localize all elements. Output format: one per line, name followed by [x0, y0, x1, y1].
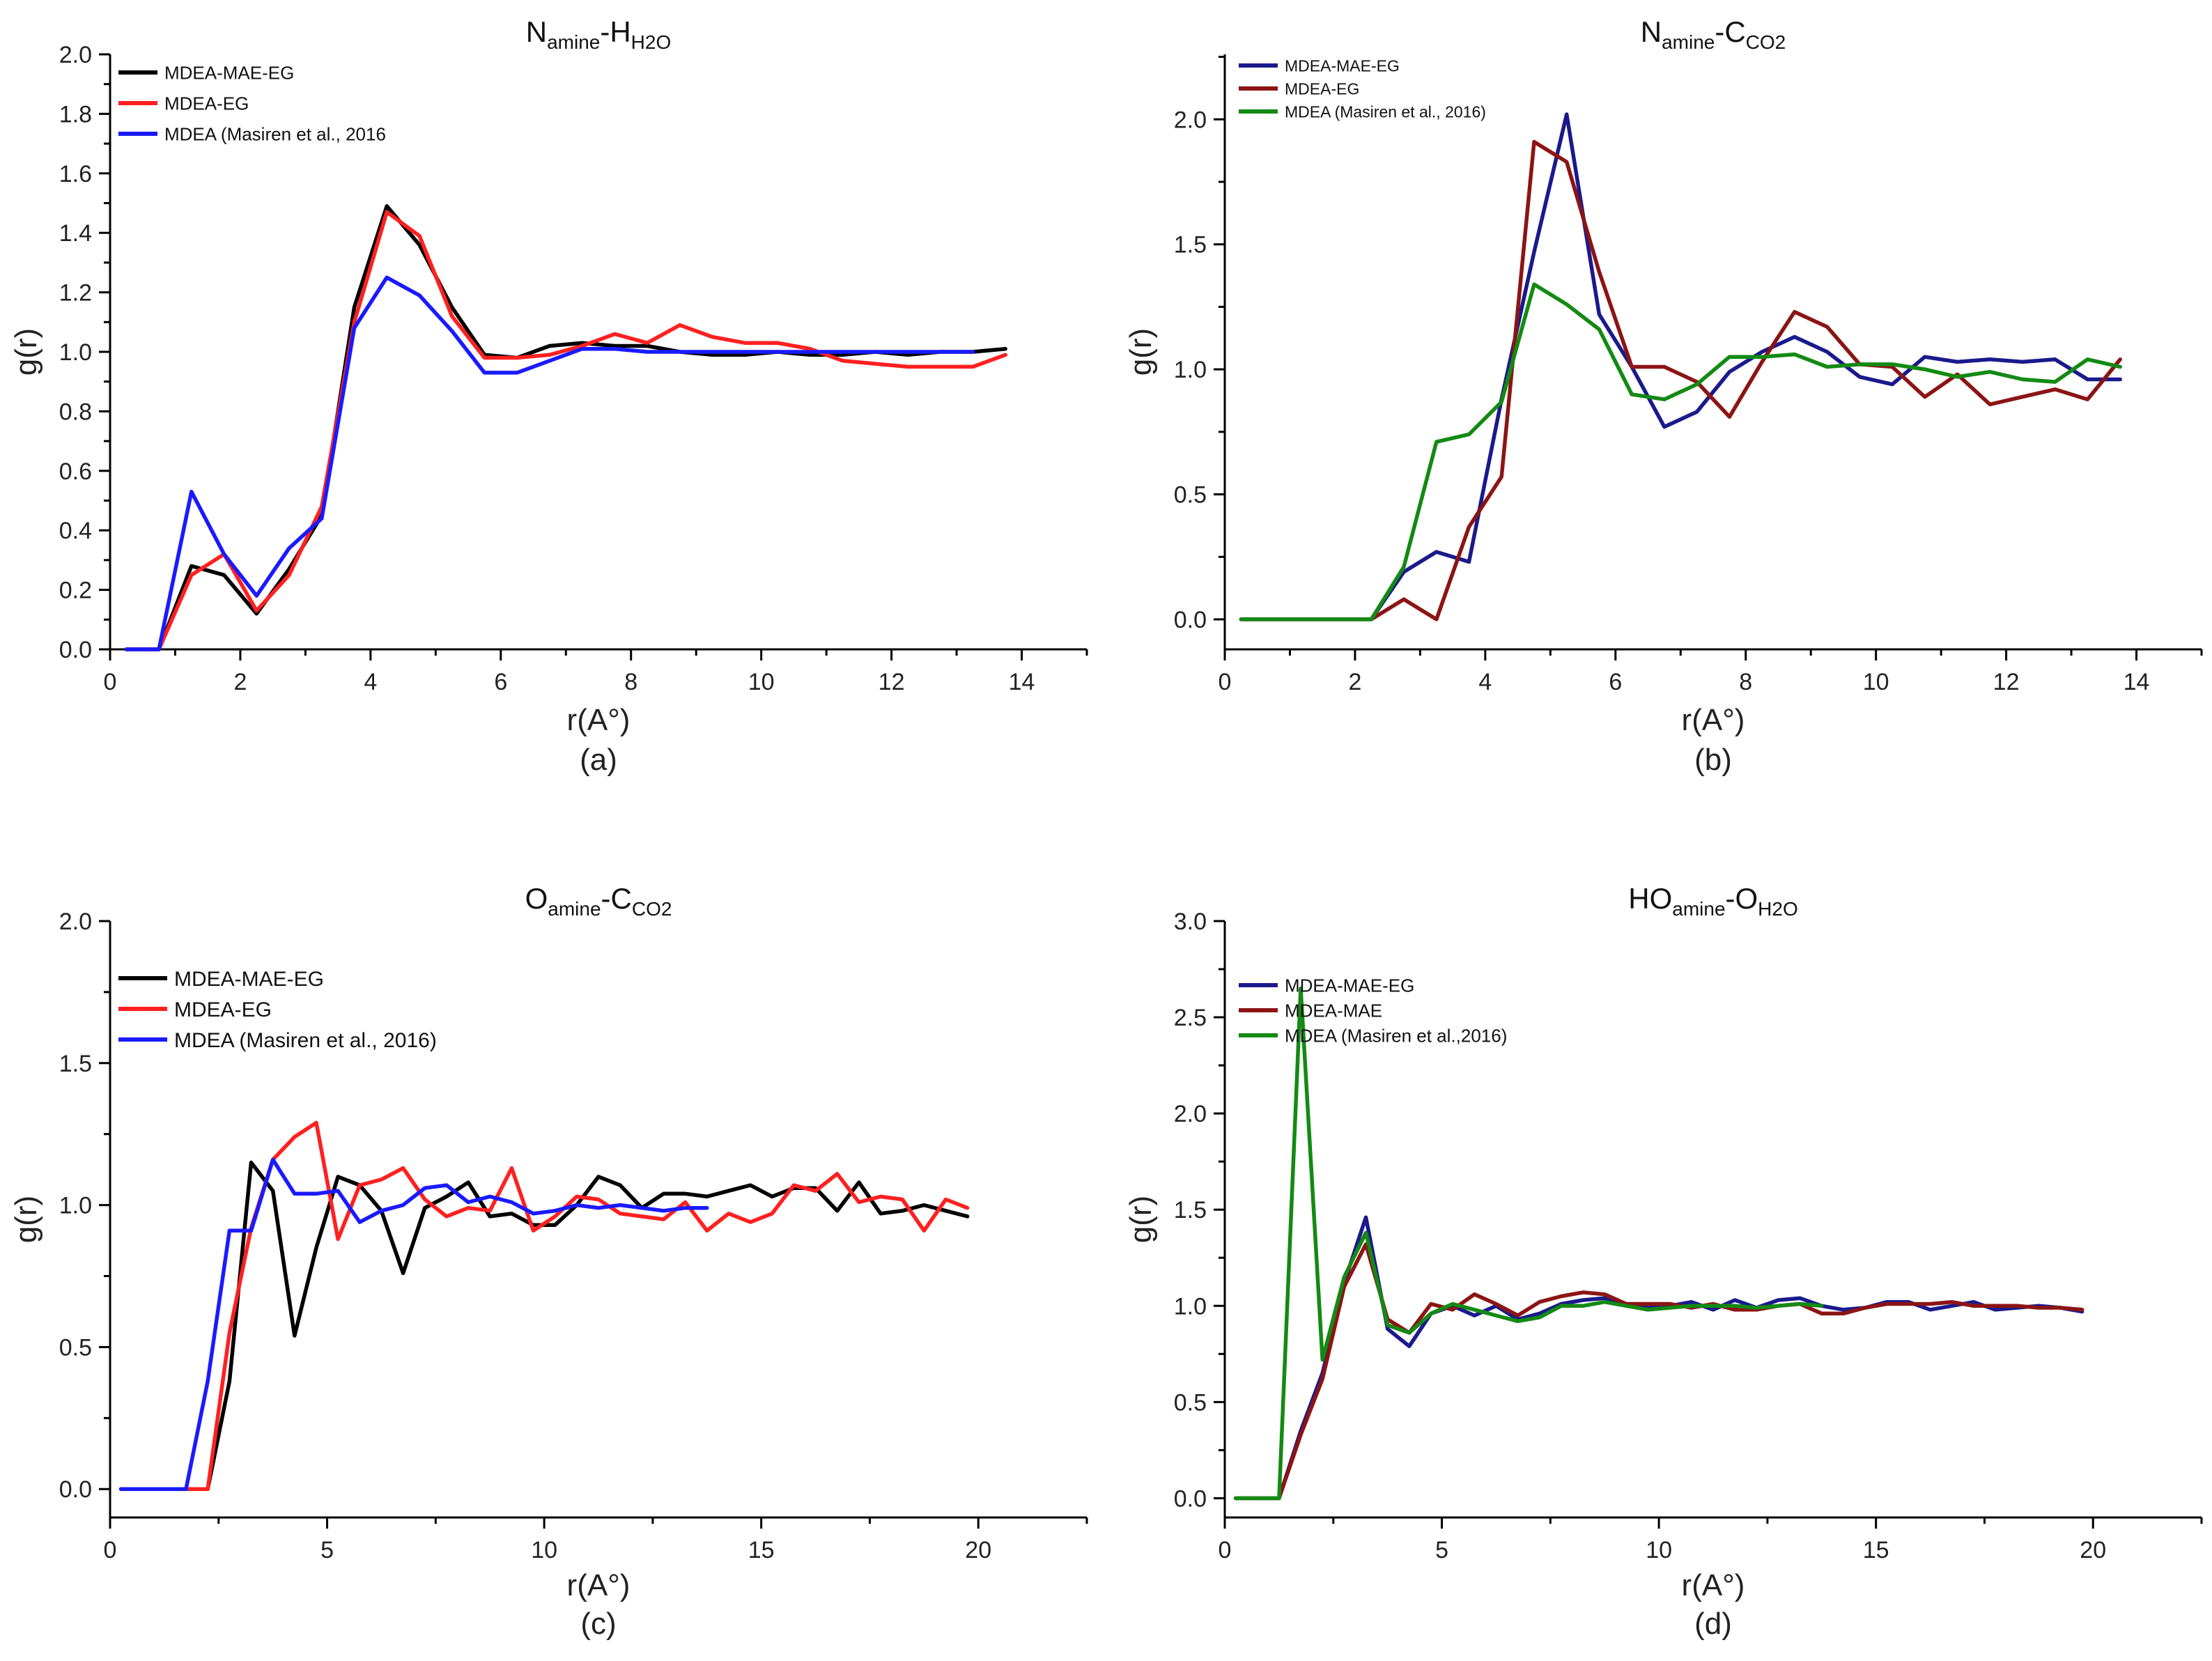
legend-label: MDEA (Masiren et al., 2016	[164, 123, 386, 144]
y-tick-label: 0.0	[1174, 1485, 1207, 1512]
y-tick-label: 1.4	[59, 220, 92, 247]
x-axis-title: r(A°)	[1682, 1568, 1745, 1602]
x-tick-label: 10	[1646, 1537, 1672, 1563]
series-line-3	[1233, 986, 1824, 1501]
series-line-1	[1233, 1215, 2085, 1501]
x-tick-label: 0	[1219, 1537, 1232, 1563]
y-tick-label: 2.5	[1174, 1005, 1207, 1031]
panel-caption: (c)	[580, 1607, 616, 1641]
legend-label: MDEA-MAE	[1285, 1000, 1382, 1021]
series-line-3	[118, 1157, 709, 1491]
y-tick-label: 1.0	[1174, 357, 1207, 383]
x-tick-label: 8	[624, 669, 637, 695]
y-tick-label: 1.6	[59, 161, 92, 187]
panel-caption: (b)	[1694, 743, 1732, 777]
series-line-1	[124, 204, 1007, 651]
x-tick-label: 10	[748, 669, 775, 695]
y-tick-label: 2.0	[1174, 1101, 1207, 1127]
legend-label: MDEA-EG	[1285, 79, 1359, 98]
x-tick-label: 4	[364, 669, 377, 695]
panel-d: 0 5 10 15 20 0.0 0.5 1.0 1.5 2.0 2.5 3.0 r(A°) g(r) HO…	[1124, 882, 2203, 1641]
y-axis-title: g(r)	[1124, 1196, 1158, 1243]
y-tick-label: 1.5	[1174, 232, 1207, 258]
y-tick-label: 2.0	[59, 909, 92, 935]
x-tick-label: 12	[1993, 669, 2020, 695]
x-tick-label: 2	[233, 669, 247, 695]
panel-c: 0 5 10 15 20 0.0 0.5 1.0 1.5 2.0 r(A°) g(r) Oamine-C…	[9, 882, 1088, 1641]
y-tick-label: 0.5	[1174, 482, 1207, 509]
x-tick-label: 15	[1863, 1537, 1889, 1563]
y-tick-label: 0.8	[59, 399, 92, 425]
y-tick-label: 0.5	[59, 1334, 92, 1361]
y-axis-title: g(r)	[1124, 328, 1158, 376]
y-tick-label: 2.0	[1174, 107, 1207, 133]
y-tick-label: 1.8	[59, 101, 92, 128]
y-tick-label: 0.5	[1174, 1389, 1207, 1416]
legend-label: MDEA-MAE-EG	[1285, 975, 1414, 996]
y-tick-label: 0.4	[59, 518, 92, 544]
x-axis-title: r(A°)	[1682, 703, 1745, 737]
x-axis-title: r(A°)	[567, 1568, 631, 1602]
x-tick-label: 20	[2080, 1537, 2106, 1563]
x-tick-label: 0	[104, 1537, 117, 1563]
series-line-2	[1233, 1242, 2085, 1501]
y-tick-label: 2.0	[59, 42, 92, 68]
legend-label: MDEA-MAE-EG	[174, 968, 324, 991]
y-tick-label: 1.0	[1174, 1293, 1207, 1320]
legend-label: MDEA (Masiren et al., 2016)	[1285, 102, 1486, 121]
x-tick-label: 5	[1435, 1537, 1448, 1563]
y-tick-label: 1.2	[59, 280, 92, 307]
series-line-1	[1239, 112, 2122, 621]
y-tick-label: 0.0	[1174, 607, 1207, 633]
x-tick-label: 14	[2124, 669, 2150, 695]
y-tick-label: 1.0	[59, 1193, 92, 1219]
x-tick-label: 6	[1609, 669, 1622, 695]
x-tick-label: 12	[879, 669, 905, 695]
y-tick-label: 1.5	[1174, 1197, 1207, 1223]
legend-label: MDEA-EG	[164, 93, 249, 114]
x-tick-label: 20	[965, 1537, 991, 1563]
x-tick-label: 5	[320, 1537, 334, 1563]
panel-caption: (a)	[580, 743, 617, 777]
series-line-3	[124, 275, 975, 651]
x-tick-label: 10	[1863, 669, 1889, 695]
chart-title: Namine-HH2O	[526, 15, 672, 53]
y-axis-title: g(r)	[9, 328, 43, 376]
series-line-2	[124, 210, 1007, 651]
x-tick-label: 2	[1348, 669, 1361, 695]
chart-title: Namine-CCO2	[1641, 15, 1786, 53]
x-tick-label: 14	[1009, 669, 1035, 695]
x-tick-label: 10	[531, 1537, 557, 1563]
x-tick-label: 0	[104, 669, 117, 695]
y-tick-label: 1.0	[59, 339, 92, 366]
y-tick-label: 0.2	[59, 578, 92, 604]
y-tick-label: 0.0	[59, 1476, 92, 1503]
y-tick-label: 0.6	[59, 458, 92, 485]
x-tick-label: 15	[748, 1537, 775, 1563]
legend-label: MDEA (Masiren et al., 2016)	[174, 1029, 437, 1052]
x-tick-label: 4	[1478, 669, 1492, 695]
series-line-2	[1239, 139, 2122, 621]
panel-a: 0 2 4 6 8 10 12 14 0.0 0.2 0.4 0.6 0.8 1.0 1.2 1.4 1.6 1.…	[9, 15, 1088, 777]
y-tick-label: 1.5	[59, 1051, 92, 1077]
y-axis-title: g(r)	[9, 1196, 43, 1243]
panel-b: 0 2 4 6 8 10 12 14 0.0 0.5 1.0 1.5 2.0 r(A°) g(r) Namin…	[1124, 15, 2203, 777]
x-axis-title: r(A°)	[567, 703, 631, 737]
x-tick-label: 8	[1739, 669, 1752, 695]
legend-label: MDEA-EG	[174, 998, 272, 1021]
y-tick-label: 3.0	[1174, 909, 1207, 935]
x-tick-label: 6	[494, 669, 507, 695]
series-line-3	[1239, 282, 2122, 621]
chart-title: HOamine-OH2O	[1628, 882, 1798, 920]
legend-label: MDEA-MAE-EG	[1285, 56, 1400, 75]
x-tick-label: 0	[1219, 669, 1232, 695]
legend-label: MDEA-MAE-EG	[164, 62, 294, 83]
y-tick-label: 0.0	[59, 637, 92, 663]
chart-title: Oamine-CCO2	[525, 882, 672, 920]
panel-caption: (d)	[1694, 1607, 1732, 1641]
legend-label: MDEA (Masiren et al.,2016)	[1285, 1025, 1507, 1046]
